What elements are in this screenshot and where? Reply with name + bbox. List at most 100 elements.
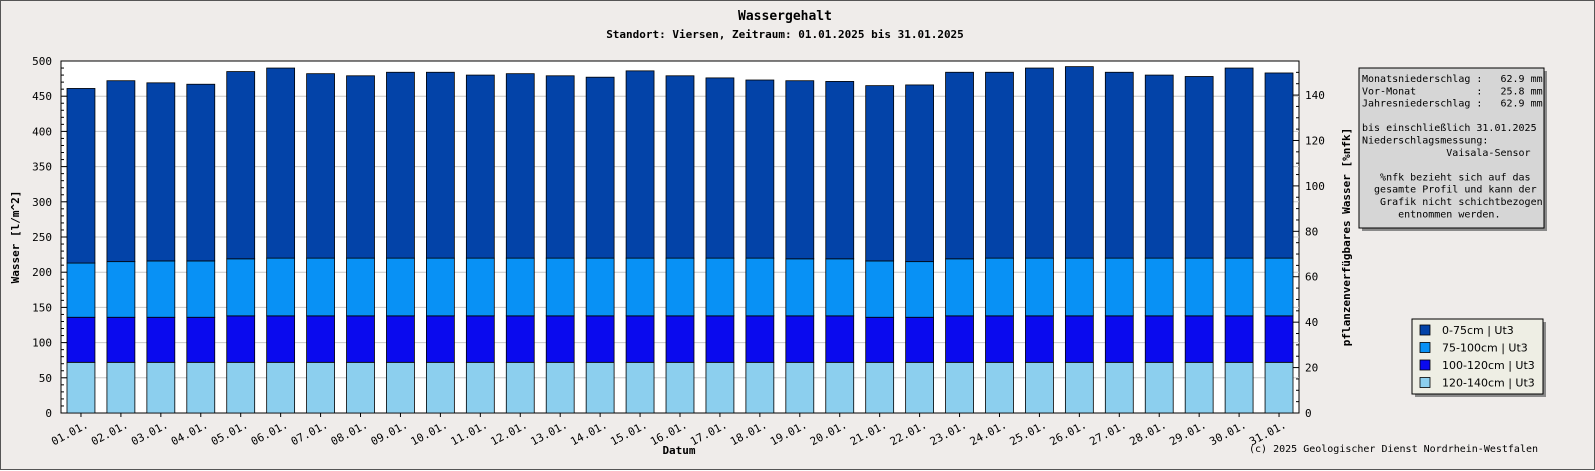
bar-segment-3 xyxy=(426,257,455,317)
bar-segment-4 xyxy=(386,71,415,259)
x-tick-label: 05.01. xyxy=(209,418,250,448)
bar-segment-1 xyxy=(745,361,775,414)
legend-label: 0-75cm | Ut3 xyxy=(1442,324,1514,337)
bar-segment-3 xyxy=(1224,257,1254,317)
bar-segment-2 xyxy=(865,316,895,363)
bar-segment-1 xyxy=(705,361,735,414)
bar-segment-1 xyxy=(306,361,335,414)
bar-segment-1 xyxy=(865,361,895,414)
x-tick-label: 08.01. xyxy=(329,418,370,448)
bar-segment-4 xyxy=(865,85,895,262)
bar-segment-1 xyxy=(945,361,974,414)
legend-label: 100-120cm | Ut3 xyxy=(1442,359,1535,372)
bar-segment-3 xyxy=(386,257,415,317)
bar-segment-2 xyxy=(785,315,815,363)
bar-segment-1 xyxy=(1264,361,1294,414)
bar-segment-1 xyxy=(346,361,375,414)
bar-segment-2 xyxy=(825,315,855,363)
bar-segment-3 xyxy=(186,260,216,318)
bar-segment-2 xyxy=(146,316,176,363)
y-tick-label: 150 xyxy=(32,301,52,314)
chart-subtitle: Standort: Viersen, Zeitraum: 01.01.2025 … xyxy=(606,28,964,41)
x-tick-label: 11.01. xyxy=(449,418,490,448)
bar-segment-3 xyxy=(266,257,296,317)
legend-box xyxy=(1411,318,1544,395)
bar-segment-4 xyxy=(945,71,974,260)
x-tick-label: 09.01. xyxy=(369,418,410,448)
info-box-line: entnommen werden. xyxy=(1362,209,1500,220)
x-tick-label: 03.01. xyxy=(129,418,170,448)
bar-segment-2 xyxy=(426,315,455,363)
x-tick-label: 23.01. xyxy=(928,418,969,448)
bar-segment-1 xyxy=(545,361,575,414)
info-box-line: gesamte Profil und kann der xyxy=(1362,185,1537,196)
bar-segment-4 xyxy=(1104,71,1134,259)
bar-segment-4 xyxy=(1224,67,1254,259)
bar-segment-4 xyxy=(146,82,176,262)
bar-segment-4 xyxy=(545,75,575,259)
bar-segment-4 xyxy=(625,70,655,259)
x-tick-label: 15.01. xyxy=(608,418,649,448)
x-tick-label: 28.01. xyxy=(1127,418,1168,448)
bar-segment-1 xyxy=(66,361,96,414)
bar-segment-3 xyxy=(905,261,934,318)
x-tick-label: 21.01. xyxy=(848,418,889,448)
bar-segment-4 xyxy=(1184,76,1214,259)
bar-segment-1 xyxy=(625,361,655,414)
bar-segment-2 xyxy=(505,315,535,363)
bar-segment-3 xyxy=(625,257,655,317)
bar-segment-2 xyxy=(266,315,296,363)
bar-segment-2 xyxy=(985,315,1014,363)
y-tick-label: 450 xyxy=(32,90,52,103)
bar-segment-2 xyxy=(306,315,335,363)
bar-segment-4 xyxy=(465,74,495,259)
bar-segment-1 xyxy=(505,361,535,414)
x-tick-label: 27.01. xyxy=(1087,418,1128,448)
bar-segment-2 xyxy=(625,315,655,363)
bar-segment-3 xyxy=(306,257,335,317)
x-tick-label: 30.01. xyxy=(1207,418,1248,448)
bar-segment-2 xyxy=(585,315,615,363)
y-tick-label: 400 xyxy=(32,125,52,138)
y-tick-label: 300 xyxy=(32,196,52,209)
bar-segment-1 xyxy=(665,361,695,414)
info-box-line: %nfk bezieht sich auf das xyxy=(1362,172,1531,183)
bar-segment-2 xyxy=(1144,315,1174,363)
y-tick-label: 350 xyxy=(32,161,52,174)
bar-segment-4 xyxy=(745,79,775,259)
bar-segment-3 xyxy=(745,257,775,317)
bar-segment-2 xyxy=(545,315,575,363)
bar-segment-3 xyxy=(945,258,974,317)
bar-segment-2 xyxy=(1064,315,1094,363)
bar-segment-4 xyxy=(346,75,375,259)
bar-segment-3 xyxy=(66,262,96,318)
y-tick-label: 50 xyxy=(39,372,52,385)
bar-segment-1 xyxy=(386,361,415,414)
bar-segment-3 xyxy=(1025,257,1054,317)
bar-segment-4 xyxy=(226,71,256,260)
bar-segment-4 xyxy=(106,80,136,263)
x-tick-label: 07.01. xyxy=(289,418,330,448)
bar-segment-4 xyxy=(306,73,335,259)
bar-segment-1 xyxy=(585,361,615,414)
bar-segment-1 xyxy=(985,361,1014,414)
legend-label: 120-140cm | Ut3 xyxy=(1442,377,1535,390)
bar-segment-4 xyxy=(66,88,96,264)
legend-swatch xyxy=(1419,324,1431,336)
bar-segment-4 xyxy=(1144,74,1174,259)
copyright-text: (c) 2025 Geologischer Dienst Nordrhein-W… xyxy=(1249,444,1538,455)
y2-axis-title: pflanzenverfügbares Wasser [%nfk] xyxy=(1340,128,1353,347)
y2-tick-label: 40 xyxy=(1305,316,1318,329)
bar-segment-1 xyxy=(426,361,455,414)
y2-tick-label: 120 xyxy=(1305,134,1325,147)
bar-segment-2 xyxy=(1224,315,1254,363)
bar-segment-3 xyxy=(1144,257,1174,317)
y2-tick-label: 80 xyxy=(1305,225,1318,238)
bar-segment-4 xyxy=(186,83,216,262)
info-box xyxy=(1358,67,1545,229)
bar-segment-2 xyxy=(1264,315,1294,363)
x-tick-label: 22.01. xyxy=(888,418,929,448)
bar-segment-3 xyxy=(585,257,615,317)
bar-segment-4 xyxy=(825,81,855,260)
